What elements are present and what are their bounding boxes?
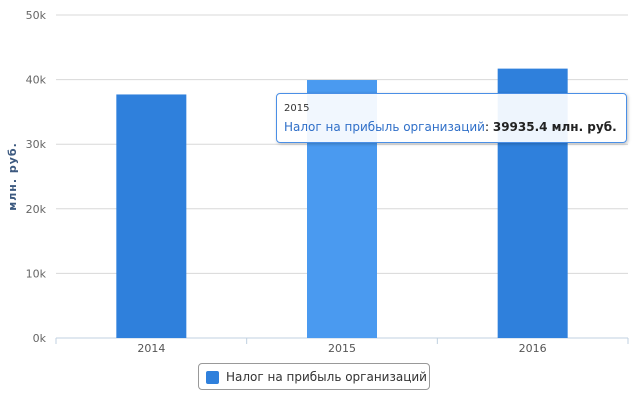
y-tick-label: 20k: [26, 203, 47, 216]
x-tick-label: 2016: [519, 342, 547, 355]
tooltip-series-label: Налог на прибыль организаций: [284, 120, 485, 134]
tooltip-row: Налог на прибыль организаций: 39935.4 мл…: [284, 120, 617, 134]
y-tick-label: 0k: [33, 332, 47, 345]
bar: [116, 94, 187, 338]
legend-item-label[interactable]: Налог на прибыль организаций: [226, 370, 427, 384]
x-tick-label: 2015: [328, 342, 356, 355]
legend[interactable]: Налог на прибыль организаций: [198, 363, 430, 390]
tooltip: 2015 Налог на прибыль организаций: 39935…: [276, 93, 627, 143]
y-tick-label: 50k: [26, 9, 47, 22]
x-tick-label: 2014: [137, 342, 165, 355]
tooltip-category: 2015: [284, 103, 310, 114]
tooltip-value: 39935.4 млн. руб.: [492, 120, 617, 134]
legend-swatch: [206, 371, 219, 384]
y-tick-label: 30k: [26, 138, 47, 151]
y-axis-label: млн. руб.: [6, 142, 19, 211]
y-tick-label: 40k: [26, 74, 47, 87]
y-tick-label: 10k: [26, 267, 47, 280]
